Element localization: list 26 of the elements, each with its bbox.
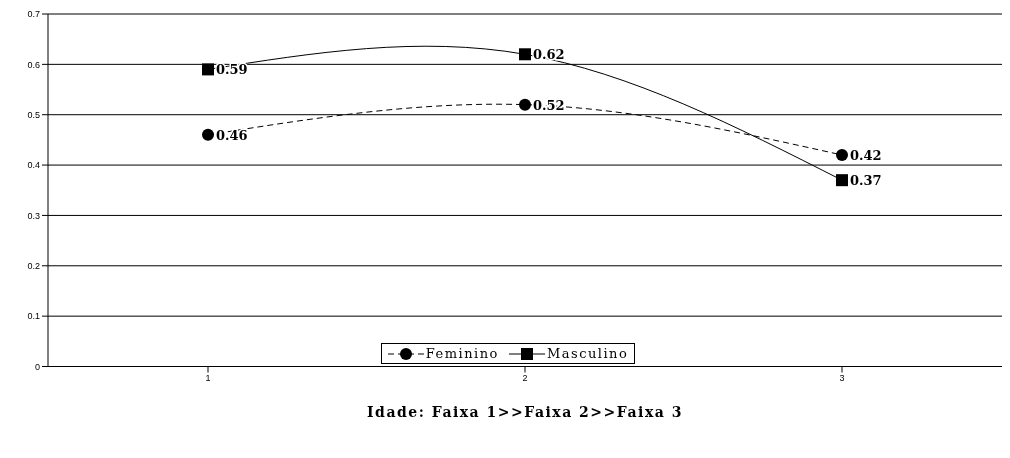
y-tick-label: 0.3 — [27, 210, 40, 221]
x-axis-title: Idade: Faixa 1>>Faixa 2>>Faixa 3 — [367, 403, 683, 420]
data-label: 0.59 — [216, 62, 248, 78]
x-tick-label: 1 — [205, 372, 211, 383]
point — [836, 174, 848, 187]
data-label: 0.42 — [850, 148, 882, 163]
point — [202, 128, 214, 141]
y-tick-label: 0.2 — [27, 260, 40, 271]
point — [836, 149, 848, 161]
data-label: 0.62 — [533, 47, 565, 63]
y-tick-label: 0.5 — [27, 109, 40, 120]
data-label: 0.52 — [533, 97, 565, 113]
y-tick-label: 0.7 — [27, 9, 40, 20]
legend-label: Feminino — [425, 346, 499, 361]
legend-label: Masculino — [546, 346, 629, 361]
x-tick-label: 2 — [522, 372, 528, 383]
y-tick-label: 0 — [34, 361, 40, 372]
y-tick-label: 0.4 — [27, 160, 40, 171]
x-tick-label: 3 — [839, 372, 845, 383]
y-tick-label: 0.6 — [27, 59, 40, 70]
point — [519, 98, 531, 111]
y-tick-label: 0.1 — [27, 311, 40, 322]
data-label: 0.37 — [850, 173, 882, 189]
point — [519, 48, 531, 61]
data-label: 0.46 — [216, 127, 248, 143]
point — [202, 63, 214, 76]
